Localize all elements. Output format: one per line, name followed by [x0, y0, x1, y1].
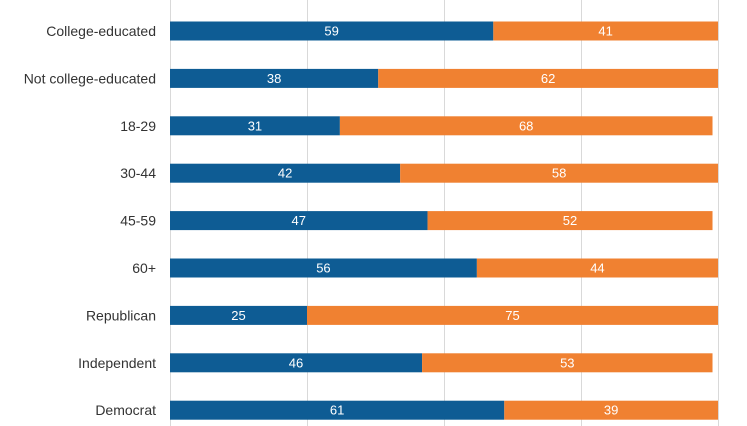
- bar-segment: [400, 163, 718, 183]
- data-label: 46: [289, 355, 303, 370]
- bar-segment: [170, 258, 477, 278]
- data-label: 38: [267, 71, 281, 86]
- bar-segment: [170, 305, 307, 325]
- category-label: Republican: [86, 307, 156, 323]
- category-labels: College-educated Not college-educated 18-2…: [24, 23, 157, 418]
- data-label: 59: [324, 24, 338, 39]
- bar-segment: [476, 258, 718, 278]
- data-label: 68: [519, 118, 533, 133]
- category-label: 45-59: [120, 213, 156, 229]
- data-label: 31: [248, 118, 262, 133]
- bar-segment: [504, 400, 718, 420]
- data-label: 41: [598, 24, 612, 39]
- bar-segment: [378, 68, 718, 88]
- bar-segment: [170, 353, 423, 373]
- bar-segment: [307, 305, 718, 325]
- data-label: 42: [278, 166, 292, 181]
- bar-segment: [422, 353, 713, 373]
- bar-segment: [427, 211, 713, 231]
- data-label: 56: [316, 261, 330, 276]
- data-label: 44: [590, 261, 604, 276]
- data-label: 75: [505, 308, 519, 323]
- bar-segment: [170, 116, 340, 136]
- bar-segment: [339, 116, 713, 136]
- bar-segment: [170, 68, 379, 88]
- bars: 59 41 38 62 31 68 42 58 47 52 56 44 25 75 46 53 61 39: [170, 21, 718, 420]
- category-label: Independent: [78, 355, 156, 371]
- data-label: 52: [563, 213, 577, 228]
- bar-segment: [493, 21, 718, 41]
- data-label: 58: [552, 166, 566, 181]
- data-label: 39: [604, 403, 618, 418]
- data-label: 62: [541, 71, 555, 86]
- category-label: 18-29: [120, 118, 156, 134]
- bar-segment: [170, 400, 505, 420]
- bar-segment: [170, 163, 401, 183]
- category-label: Not college-educated: [24, 70, 156, 86]
- category-label: 60+: [132, 260, 156, 276]
- category-label: Democrat: [95, 402, 156, 418]
- data-label: 61: [330, 403, 344, 418]
- data-label: 47: [292, 213, 306, 228]
- data-label: 53: [560, 355, 574, 370]
- bar-segment: [170, 21, 494, 41]
- category-label: 30-44: [120, 165, 156, 181]
- category-label: College-educated: [46, 23, 156, 39]
- data-label: 25: [231, 308, 245, 323]
- bar-segment: [170, 211, 428, 231]
